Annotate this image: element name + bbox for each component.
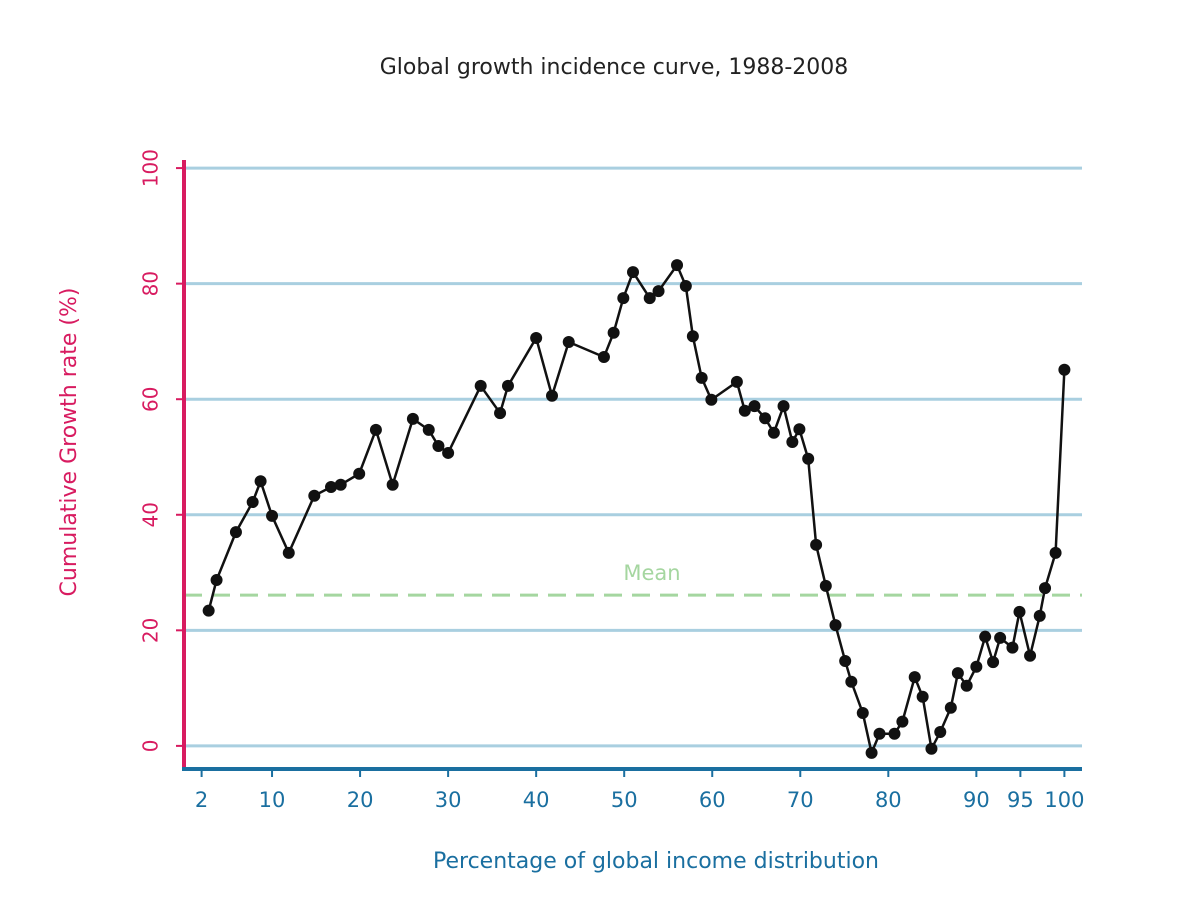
y-tick-label: 20 (139, 618, 163, 643)
x-tick-label: 10 (259, 788, 286, 812)
data-point (960, 679, 973, 692)
data-point (501, 379, 514, 392)
data-point (325, 481, 338, 494)
data-point (1006, 641, 1019, 654)
data-point (282, 546, 295, 559)
data-point (597, 351, 610, 364)
data-point (695, 371, 708, 384)
data-point (873, 727, 886, 740)
data-point (888, 727, 901, 740)
data-point (671, 259, 684, 272)
data-point (607, 326, 620, 339)
data-point (730, 375, 743, 388)
data-point (839, 654, 852, 667)
data-point (865, 746, 878, 759)
data-point (386, 478, 399, 491)
chart-title: Global growth incidence curve, 1988-2008 (380, 55, 849, 80)
data-point (777, 400, 790, 413)
y-tick-label: 100 (139, 149, 163, 187)
data-point (1013, 605, 1026, 618)
data-point (202, 604, 215, 617)
data-point (643, 292, 656, 305)
x-tick-label: 95 (1007, 788, 1034, 812)
y-tick-label: 40 (139, 502, 163, 527)
data-point (793, 423, 806, 436)
data-point (266, 509, 279, 522)
data-point (422, 423, 435, 436)
x-tick-label: 60 (699, 788, 726, 812)
data-point (802, 452, 815, 465)
y-tick-label: 80 (139, 271, 163, 296)
x-tick-label: 20 (347, 788, 374, 812)
data-point (819, 579, 832, 592)
data-point (406, 412, 419, 425)
data-point (896, 715, 909, 728)
x-tick-label: 90 (963, 788, 990, 812)
y-axis-label: Cumulative Growth rate (%) (57, 288, 82, 597)
data-point (845, 675, 858, 688)
data-line (207, 262, 1066, 757)
data-point (705, 393, 718, 406)
data-point (229, 526, 242, 539)
data-point (652, 285, 665, 298)
data-point (442, 446, 455, 459)
data-point (353, 467, 366, 480)
data-point (856, 706, 869, 719)
data-point (916, 690, 929, 703)
data-point (210, 574, 223, 587)
x-axis-label: Percentage of global income distribution (433, 849, 879, 874)
data-point (987, 656, 1000, 669)
x-tick-label: 80 (875, 788, 902, 812)
data-point (786, 435, 799, 448)
data-point (1033, 609, 1046, 622)
data-point (810, 538, 823, 551)
data-point (738, 404, 751, 417)
data-point (908, 671, 921, 684)
data-point (925, 742, 938, 755)
data-point (686, 330, 699, 343)
x-tick-label: 2 (195, 788, 208, 812)
x-tick-label: 40 (523, 788, 550, 812)
data-point (254, 475, 267, 488)
mean-label: Mean (623, 561, 680, 585)
data-point (246, 496, 259, 509)
x-tick-label: 30 (435, 788, 462, 812)
data-point (1058, 363, 1071, 376)
data-point (767, 426, 780, 439)
data-point (951, 667, 964, 680)
data-point (308, 489, 321, 502)
data-point (617, 292, 630, 305)
data-point (1039, 582, 1052, 595)
data-point (979, 630, 992, 643)
x-tick-label: 70 (787, 788, 814, 812)
data-point (546, 389, 559, 402)
data-point (627, 266, 639, 279)
data-point (970, 660, 983, 673)
data-point (432, 440, 445, 453)
data-point (474, 379, 487, 392)
data-point (748, 400, 761, 413)
data-point (944, 701, 957, 714)
x-tick-label: 100 (1044, 788, 1084, 812)
y-tick-label: 0 (139, 740, 163, 753)
data-point (494, 407, 507, 420)
data-point (994, 631, 1007, 644)
data-point (679, 279, 692, 292)
data-point (934, 726, 947, 739)
data-point (759, 412, 772, 425)
data-point (829, 619, 842, 632)
data-point (334, 478, 347, 491)
y-tick-label: 60 (139, 386, 163, 411)
data-point (1024, 649, 1037, 662)
data-point (530, 331, 543, 344)
data-point (369, 423, 382, 436)
x-tick-label: 50 (611, 788, 638, 812)
data-point (562, 336, 575, 349)
data-point (1049, 546, 1062, 559)
